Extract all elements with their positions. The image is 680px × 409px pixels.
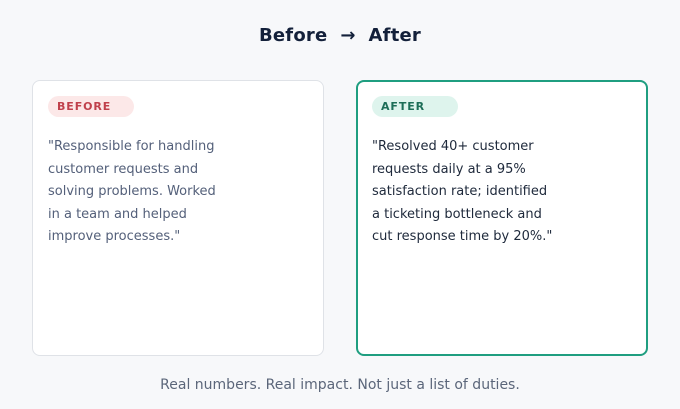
before-badge: BEFORE <box>48 96 134 117</box>
before-text-line: solving problems. Worked <box>48 184 216 199</box>
before-text-line: improve processes." <box>48 229 181 244</box>
before-card: BEFORE "Responsible for handling custome… <box>32 80 324 356</box>
after-badge: AFTER <box>372 96 458 117</box>
after-text-line: requests daily at a 95% <box>372 161 526 177</box>
after-text: "Resolved 40+ customer requests daily at… <box>372 136 632 249</box>
before-text-line: "Responsible for handling <box>48 139 215 154</box>
footer-caption: Real numbers. Real impact. Not just a li… <box>160 377 520 393</box>
before-text-line: customer requests and <box>48 161 199 177</box>
page-title: Before → After <box>258 25 421 46</box>
before-text-line: in a team and helped <box>48 206 187 222</box>
before-text: "Responsible for handling customer reque… <box>48 136 308 249</box>
after-card: AFTER "Resolved 40+ customer requests da… <box>356 80 648 356</box>
after-text-line: "Resolved 40+ customer <box>372 139 534 154</box>
after-text-line: satisfaction rate; identified <box>372 184 548 199</box>
after-text-line: cut response time by 20%." <box>372 229 553 244</box>
after-text-line: a ticketing bottleneck and <box>372 206 542 222</box>
